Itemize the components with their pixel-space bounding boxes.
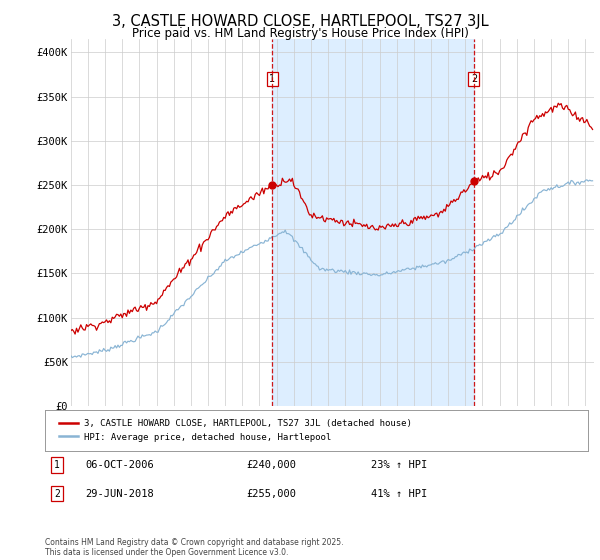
Text: £240,000: £240,000 (246, 460, 296, 470)
Bar (272, 39, 474, 406)
Text: 06-OCT-2006: 06-OCT-2006 (86, 460, 154, 470)
Text: 41% ↑ HPI: 41% ↑ HPI (371, 488, 427, 498)
Text: 1: 1 (54, 460, 60, 470)
Text: 3, CASTLE HOWARD CLOSE, HARTLEPOOL, TS27 3JL: 3, CASTLE HOWARD CLOSE, HARTLEPOOL, TS27… (112, 14, 488, 29)
Text: Price paid vs. HM Land Registry's House Price Index (HPI): Price paid vs. HM Land Registry's House … (131, 27, 469, 40)
Text: £255,000: £255,000 (246, 488, 296, 498)
Text: 2: 2 (471, 74, 477, 84)
Text: 1: 1 (269, 74, 275, 84)
Legend: 3, CASTLE HOWARD CLOSE, HARTLEPOOL, TS27 3JL (detached house), HPI: Average pric: 3, CASTLE HOWARD CLOSE, HARTLEPOOL, TS27… (55, 416, 415, 446)
Text: 29-JUN-2018: 29-JUN-2018 (86, 488, 154, 498)
Text: 23% ↑ HPI: 23% ↑ HPI (371, 460, 427, 470)
Text: Contains HM Land Registry data © Crown copyright and database right 2025.
This d: Contains HM Land Registry data © Crown c… (45, 538, 343, 557)
Text: 2: 2 (54, 488, 60, 498)
